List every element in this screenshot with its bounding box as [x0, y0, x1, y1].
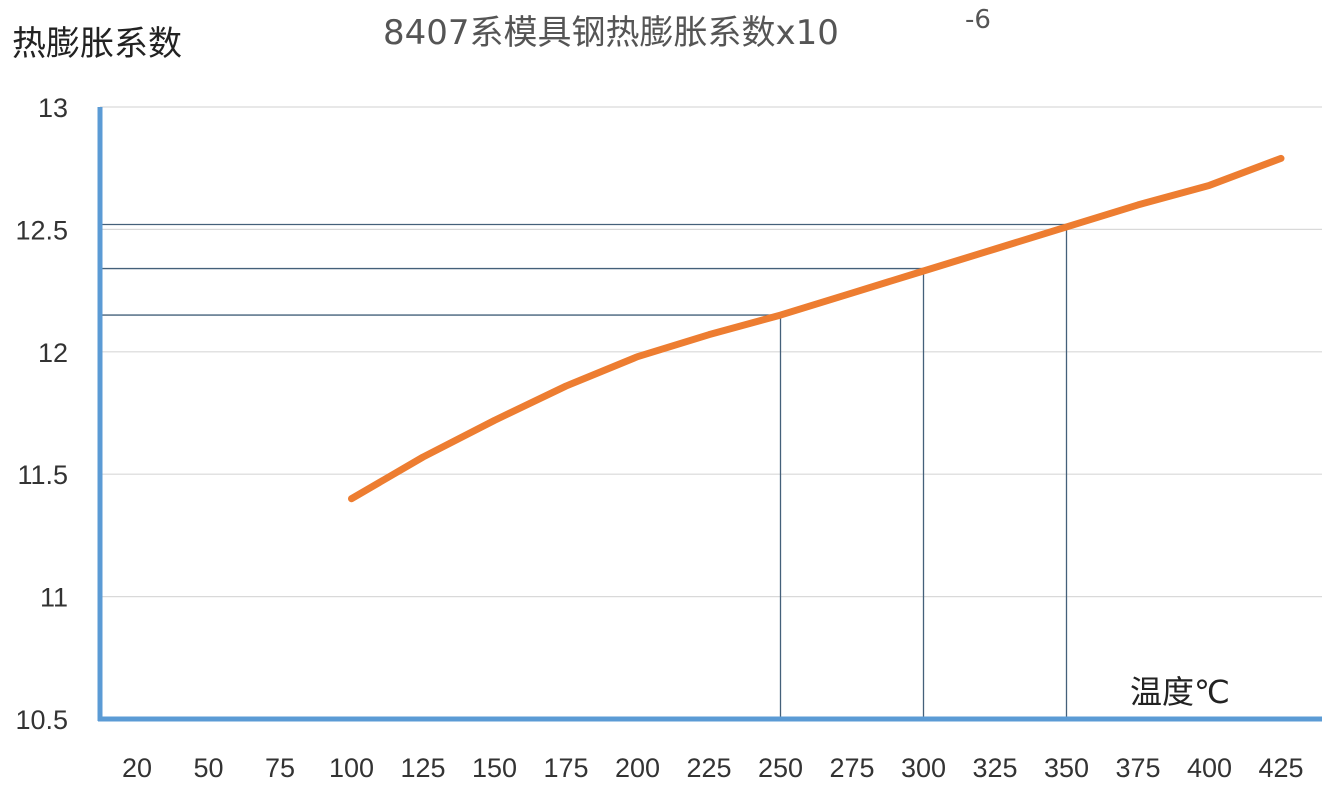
- y-tick-label: 12.5: [15, 215, 68, 245]
- x-tick-label: 375: [1115, 753, 1160, 783]
- x-tick-label: 20: [122, 753, 152, 783]
- y-tick-label: 11: [40, 583, 68, 613]
- x-tick-label: 300: [901, 753, 946, 783]
- y-tick-label: 10.5: [15, 705, 68, 735]
- y-tick-label: 13: [38, 93, 68, 123]
- chart-title: 8407系模具钢热膨胀系数x10: [383, 13, 839, 53]
- x-tick-label: 200: [615, 753, 660, 783]
- gridlines: [100, 106, 1322, 598]
- x-tick-label: 150: [472, 753, 517, 783]
- x-tick-label: 125: [400, 753, 445, 783]
- x-tick-label: 50: [193, 753, 223, 783]
- reference-lines: [100, 223, 1068, 719]
- y-axis-label: 热膨胀系数: [12, 24, 182, 64]
- axes: [97, 107, 1322, 722]
- x-tick-label: 75: [265, 753, 295, 783]
- x-tick-label: 325: [972, 753, 1017, 783]
- x-tick-label: 250: [758, 753, 803, 783]
- x-tick-label: 175: [543, 753, 588, 783]
- y-tick-labels: 10.5 11 11.5 12 12.5 13: [15, 93, 68, 735]
- y-tick-label: 12: [38, 338, 68, 368]
- x-tick-label: 350: [1044, 753, 1089, 783]
- x-tick-label: 425: [1258, 753, 1303, 783]
- x-tick-labels: 20 50 75 100 125 150 175 200 225 250 275 300 325 350 3…: [122, 753, 1304, 783]
- y-tick-label: 11.5: [17, 460, 68, 490]
- series-layer: [348, 154, 1285, 503]
- x-tick-label: 275: [829, 753, 874, 783]
- x-axis-label: 温度℃: [1130, 673, 1230, 711]
- series-line: [348, 154, 1285, 503]
- chart-title-exponent: -6: [965, 5, 991, 35]
- x-tick-label: 400: [1187, 753, 1232, 783]
- x-tick-label: 225: [686, 753, 731, 783]
- x-tick-label: 100: [329, 753, 374, 783]
